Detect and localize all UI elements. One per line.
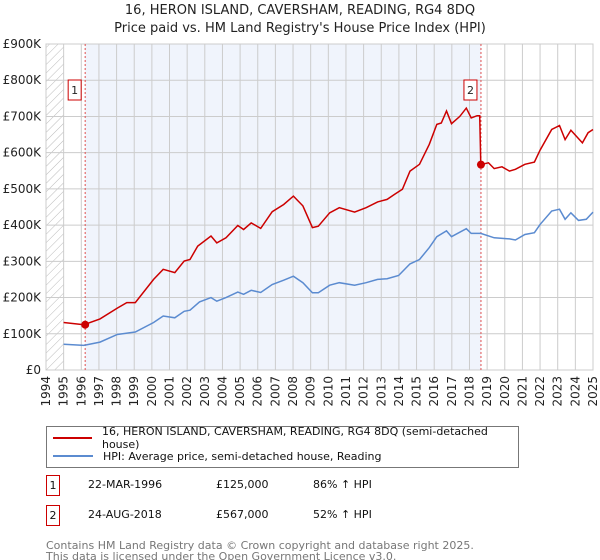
x-tick-label: 2002 bbox=[180, 376, 194, 407]
sale-date: 24-AUG-2018 bbox=[88, 508, 162, 521]
y-tick-label: £500K bbox=[3, 182, 43, 196]
x-tick-label: 2011 bbox=[339, 376, 353, 407]
y-tick-label: £400K bbox=[3, 218, 43, 232]
footer-copyright: Contains HM Land Registry data © Crown c… bbox=[46, 539, 474, 552]
x-tick-label: 2020 bbox=[498, 376, 512, 407]
sale-label: 2 bbox=[467, 84, 474, 97]
y-tick-label: £700K bbox=[3, 109, 43, 123]
sale-marker-badge: 2 bbox=[46, 505, 60, 526]
hpi-line bbox=[63, 208, 594, 347]
legend-label: HPI: Average price, semi-detached house,… bbox=[103, 449, 382, 463]
sale-label: 1 bbox=[71, 84, 78, 97]
plot-border bbox=[45, 43, 594, 371]
sale-marker-badge: 1 bbox=[46, 475, 60, 496]
y-tick-label: £300K bbox=[3, 254, 43, 268]
sale-hpi-diff: 86% ↑ HPI bbox=[313, 478, 372, 491]
y-tick-label: £800K bbox=[3, 73, 43, 87]
chart-subtitle: Price paid vs. HM Land Registry's House … bbox=[114, 21, 486, 36]
y-tick-label: £900K bbox=[3, 37, 43, 51]
legend: 16, HERON ISLAND, CAVERSHAM, READING, RG… bbox=[46, 425, 519, 468]
sale-label-box bbox=[67, 79, 82, 101]
y-tick-label: £200K bbox=[3, 291, 43, 305]
sale-hpi-diff: 52% ↑ HPI bbox=[313, 508, 372, 521]
legend-item-hpi: HPI: Average price, semi-detached house,… bbox=[53, 448, 382, 464]
x-tick-label: 1994 bbox=[39, 376, 53, 407]
sale-date: 22-MAR-1996 bbox=[88, 478, 163, 491]
x-tick-label: 2008 bbox=[286, 376, 300, 407]
x-tick-label: 2023 bbox=[551, 376, 565, 407]
y-tick-label: £600K bbox=[3, 146, 43, 160]
sale-point bbox=[81, 320, 90, 329]
x-tick-label: 2013 bbox=[374, 376, 388, 407]
x-tick-label: 2022 bbox=[533, 376, 547, 407]
ownership-shading bbox=[85, 44, 481, 370]
x-tick-label: 1996 bbox=[74, 376, 88, 407]
x-tick-label: 2024 bbox=[568, 376, 582, 407]
x-tick-label: 2012 bbox=[357, 376, 371, 407]
sale-price: £125,000 bbox=[216, 478, 269, 491]
price-chart: 1 2 1994 1995 1996 1997 1998 1999 2000 2001 2002 20… bbox=[3, 37, 600, 407]
blue-line-swatch bbox=[53, 455, 93, 457]
footer-licence: This data is licensed under the Open Gov… bbox=[46, 550, 397, 560]
pre-data-hatch bbox=[46, 44, 64, 370]
x-tick-label: 1998 bbox=[110, 376, 124, 407]
x-tick-label: 2007 bbox=[268, 376, 282, 407]
x-tick-label: 2017 bbox=[445, 376, 459, 407]
footer: Contains HM Land Registry data © Crown c… bbox=[46, 540, 474, 560]
x-tick-label: 2019 bbox=[480, 376, 494, 407]
x-tick-label: 2004 bbox=[215, 376, 229, 407]
x-tick-label: 2001 bbox=[163, 376, 177, 407]
x-tick-label: 2003 bbox=[198, 376, 212, 407]
x-tick-label: 2018 bbox=[462, 376, 476, 407]
sale-point bbox=[476, 160, 485, 169]
x-tick-label: 2010 bbox=[321, 376, 335, 407]
x-tick-label: 2005 bbox=[233, 376, 247, 407]
x-tick-label: 2000 bbox=[145, 376, 159, 407]
legend-item-property: 16, HERON ISLAND, CAVERSHAM, READING, RG… bbox=[53, 425, 518, 451]
x-tick-label: 2015 bbox=[410, 376, 424, 407]
x-tick-label: 2014 bbox=[392, 376, 406, 407]
legend-label: 16, HERON ISLAND, CAVERSHAM, READING, RG… bbox=[101, 425, 488, 451]
chart-title: 16, HERON ISLAND, CAVERSHAM, READING, RG… bbox=[124, 3, 476, 18]
property-price-line bbox=[63, 106, 594, 326]
y-tick-label: £0 bbox=[26, 363, 41, 377]
x-tick-label: 2016 bbox=[427, 376, 441, 407]
red-line-swatch bbox=[53, 437, 92, 439]
x-tick-label: 2009 bbox=[304, 376, 318, 407]
sale-price: £567,000 bbox=[216, 508, 269, 521]
x-tick-label: 2006 bbox=[251, 376, 265, 407]
x-tick-label: 1995 bbox=[57, 376, 71, 407]
x-tick-label: 1997 bbox=[92, 376, 106, 407]
x-tick-label: 2021 bbox=[515, 376, 529, 407]
x-tick-label: 2025 bbox=[586, 376, 600, 407]
x-tick-label: 1999 bbox=[127, 376, 141, 407]
sale-label-box bbox=[463, 79, 478, 101]
y-tick-label: £100K bbox=[3, 327, 43, 341]
